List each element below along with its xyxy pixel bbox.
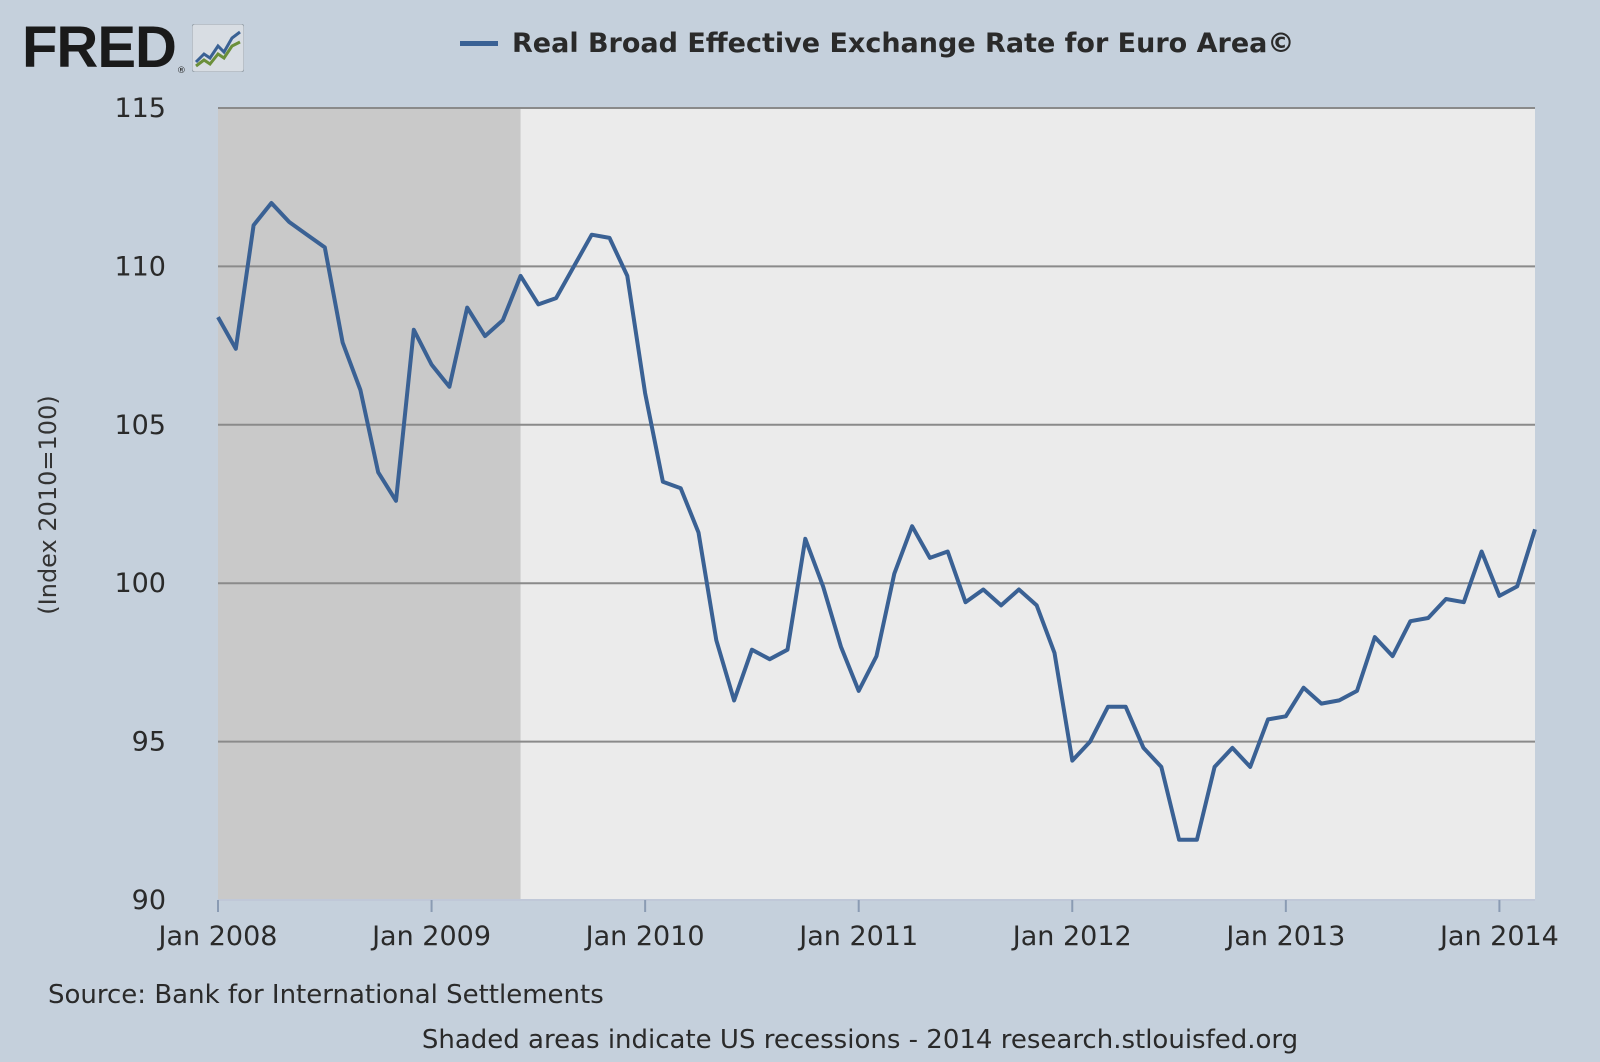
- line-chart-icon: [191, 24, 244, 72]
- x-tick-label: Jan 2008: [157, 921, 278, 952]
- x-tick-label: Jan 2010: [584, 921, 705, 952]
- source-note: Source: Bank for International Settlemen…: [48, 980, 604, 1010]
- y-tick-label: 90: [132, 885, 166, 916]
- fred-logo: FRED ®: [22, 18, 244, 78]
- y-tick-label: 115: [114, 93, 166, 124]
- logo-text: FRED: [22, 15, 177, 80]
- x-tick-label: Jan 2012: [1011, 921, 1132, 952]
- y-tick-label: 100: [114, 568, 166, 599]
- y-axis-ticks: 90 95 100 105 110 115: [114, 93, 166, 916]
- y-tick-label: 95: [132, 727, 166, 758]
- x-tick-label: Jan 2013: [1224, 921, 1345, 952]
- logo-registered-mark: ®: [176, 66, 186, 76]
- recession-band: [218, 108, 521, 900]
- chart-legend: Real Broad Effective Exchange Rate for E…: [460, 28, 1294, 59]
- x-tick-label: Jan 2009: [370, 921, 491, 952]
- x-axis-ticks: Jan 2008 Jan 2009 Jan 2010 Jan 2011 Jan 2012…: [157, 900, 1559, 952]
- y-tick-label: 110: [114, 251, 166, 282]
- y-tick-label: 105: [114, 410, 166, 441]
- legend-swatch: [460, 41, 498, 46]
- recession-shading: [218, 108, 521, 900]
- x-tick-label: Jan 2014: [1438, 921, 1559, 952]
- grid-lines: [218, 107, 1535, 901]
- legend-label: Real Broad Effective Exchange Rate for E…: [512, 28, 1295, 59]
- x-tick-label: Jan 2011: [797, 921, 918, 952]
- series-line: [216, 201, 1537, 842]
- footer-note: Shaded areas indicate US recessions - 20…: [421, 1025, 1299, 1055]
- y-axis-label: (Index 2010=100): [34, 395, 62, 615]
